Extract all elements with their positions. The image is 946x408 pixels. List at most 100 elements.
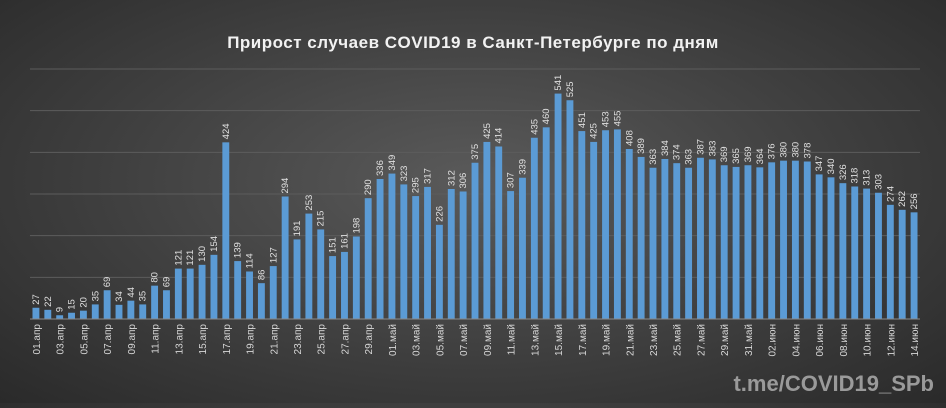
data-label: 408 xyxy=(624,130,635,146)
bar-05.июн xyxy=(803,161,811,319)
data-label: 121 xyxy=(185,250,196,266)
data-label: 295 xyxy=(411,177,422,193)
bar-29.апр xyxy=(364,198,372,319)
bar-02.май xyxy=(400,184,408,319)
data-label: 317 xyxy=(423,168,434,184)
bar-16.май xyxy=(566,100,574,319)
bar-01.апр xyxy=(32,307,40,319)
x-tick-label: 31.май xyxy=(744,324,755,356)
data-label: 226 xyxy=(434,206,445,222)
bar-11.май xyxy=(507,191,515,319)
bar-01.июн xyxy=(756,167,764,319)
bar-13.май xyxy=(530,137,538,319)
data-label: 525 xyxy=(565,81,576,97)
x-tick-label: 21.апр xyxy=(269,324,280,355)
data-label: 339 xyxy=(517,159,528,175)
data-label: 191 xyxy=(292,221,303,237)
bar-24.апр xyxy=(305,213,313,319)
x-tick-label: 11.апр xyxy=(151,324,162,354)
x-tick-label: 27.апр xyxy=(340,324,351,355)
bar-26.май xyxy=(685,167,693,319)
x-tick-label: 05.апр xyxy=(79,324,90,355)
data-label: 425 xyxy=(589,123,600,139)
data-label: 35 xyxy=(90,291,101,302)
data-label: 389 xyxy=(636,138,647,154)
bar-10.апр xyxy=(139,304,147,319)
data-label: 349 xyxy=(387,155,398,171)
data-label: 363 xyxy=(648,149,659,165)
data-label: 326 xyxy=(838,164,849,180)
data-label: 455 xyxy=(612,111,623,127)
bar-18.май xyxy=(590,141,598,319)
data-label: 363 xyxy=(684,149,695,165)
bar-09.апр xyxy=(127,300,135,319)
x-tick-label: 25.май xyxy=(673,324,684,356)
x-tick-labels: 01.апр 03.апр 05.апр 07.апр 09.апр 11.апр 13.а… xyxy=(32,324,921,357)
data-label: 127 xyxy=(268,247,279,263)
x-tick-label: 03.апр xyxy=(56,324,67,355)
data-label: 294 xyxy=(280,178,291,194)
data-label: 44 xyxy=(126,287,137,298)
bar-03.май xyxy=(412,196,420,319)
bar-03.апр xyxy=(56,315,64,319)
x-tick-label: 13.май xyxy=(530,324,541,356)
bar-08.июн xyxy=(839,183,847,319)
data-label: 256 xyxy=(909,193,920,209)
data-label: 340 xyxy=(826,158,837,174)
data-label: 424 xyxy=(221,123,232,139)
x-tick-label: 06.июн xyxy=(815,324,826,357)
x-tick-label: 01.апр xyxy=(32,324,43,355)
bar-14.май xyxy=(542,127,550,319)
bar-09.май xyxy=(483,141,491,319)
data-label: 34 xyxy=(114,291,125,302)
data-label: 274 xyxy=(885,186,896,202)
bar-13.июн xyxy=(898,209,906,319)
data-label: 20 xyxy=(78,297,89,308)
data-label: 369 xyxy=(743,146,754,162)
data-label: 451 xyxy=(577,112,588,128)
x-tick-label: 07.май xyxy=(459,324,470,356)
bar-05.апр xyxy=(79,310,87,319)
data-label: 384 xyxy=(660,140,671,156)
x-tick-label: 10.июн xyxy=(863,324,874,357)
bar-15.май xyxy=(554,93,562,319)
bar-14.июн xyxy=(910,212,918,319)
x-tick-label: 03.май xyxy=(412,324,423,356)
data-label: 375 xyxy=(470,144,481,160)
bar-17.апр xyxy=(222,142,230,319)
x-tick-label: 21.май xyxy=(625,324,636,356)
x-tick-label: 07.апр xyxy=(103,324,114,355)
data-label: 425 xyxy=(482,123,493,139)
bar-21.апр xyxy=(269,266,277,319)
x-tick-label: 19.апр xyxy=(246,324,257,355)
bar-04.апр xyxy=(68,312,75,319)
data-label: 69 xyxy=(161,277,172,288)
bar-07.июн xyxy=(827,177,835,319)
x-tick-label: 17.май xyxy=(578,324,589,356)
bar-17.май xyxy=(578,131,586,319)
data-label: 378 xyxy=(802,143,813,159)
x-tick-label: 27.май xyxy=(696,324,707,356)
data-label: 387 xyxy=(695,139,706,155)
bar-09.июн xyxy=(851,186,859,319)
x-tick-label: 23.май xyxy=(649,324,660,356)
bar-13.апр xyxy=(174,268,182,319)
data-label: 253 xyxy=(304,195,315,211)
data-label: 69 xyxy=(102,277,113,288)
bar-24.май xyxy=(661,159,669,319)
bar-25.апр xyxy=(317,229,325,319)
data-label: 323 xyxy=(399,166,410,182)
bar-29.май xyxy=(720,165,728,319)
bar-27.апр xyxy=(341,251,348,319)
bar-31.май xyxy=(744,165,752,319)
bar-16.апр xyxy=(210,254,218,319)
x-tick-label: 05.май xyxy=(435,324,446,356)
bar-28.апр xyxy=(352,236,360,319)
data-label: 151 xyxy=(328,237,339,253)
x-tick-label: 04.июн xyxy=(791,324,802,357)
data-label: 154 xyxy=(209,236,220,252)
bar-06.апр xyxy=(91,304,99,319)
bar-21.май xyxy=(625,149,633,319)
data-label: 376 xyxy=(767,143,778,159)
data-label: 460 xyxy=(541,108,552,124)
